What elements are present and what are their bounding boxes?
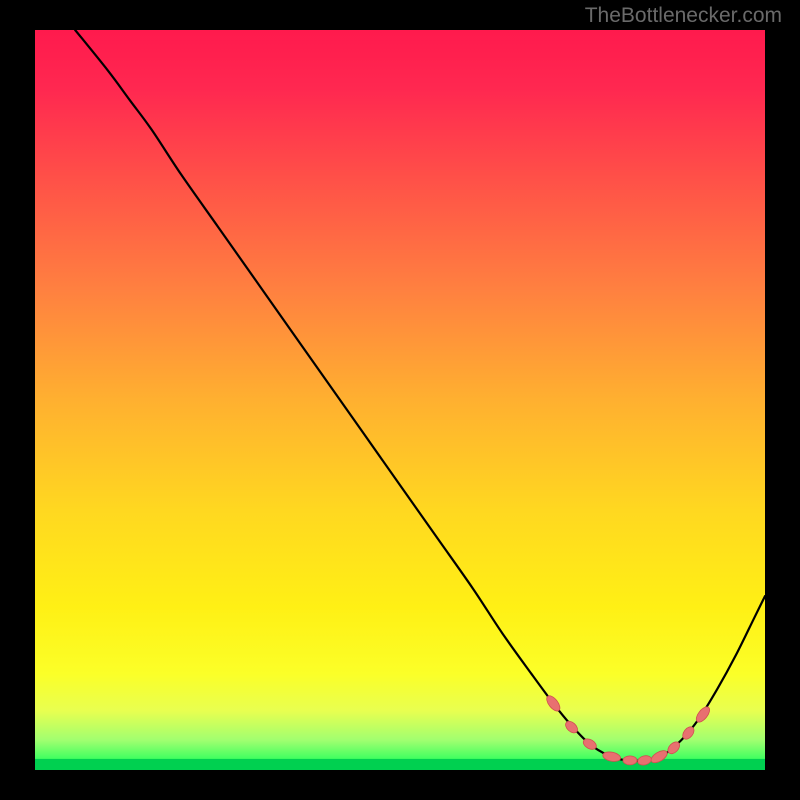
watermark-text: TheBottlenecker.com — [585, 4, 782, 28]
gradient-background — [35, 30, 765, 770]
plot-area — [35, 30, 765, 770]
marker-point — [623, 756, 637, 765]
chart-container: TheBottlenecker.com — [0, 0, 800, 800]
gradient-chart — [35, 30, 765, 770]
